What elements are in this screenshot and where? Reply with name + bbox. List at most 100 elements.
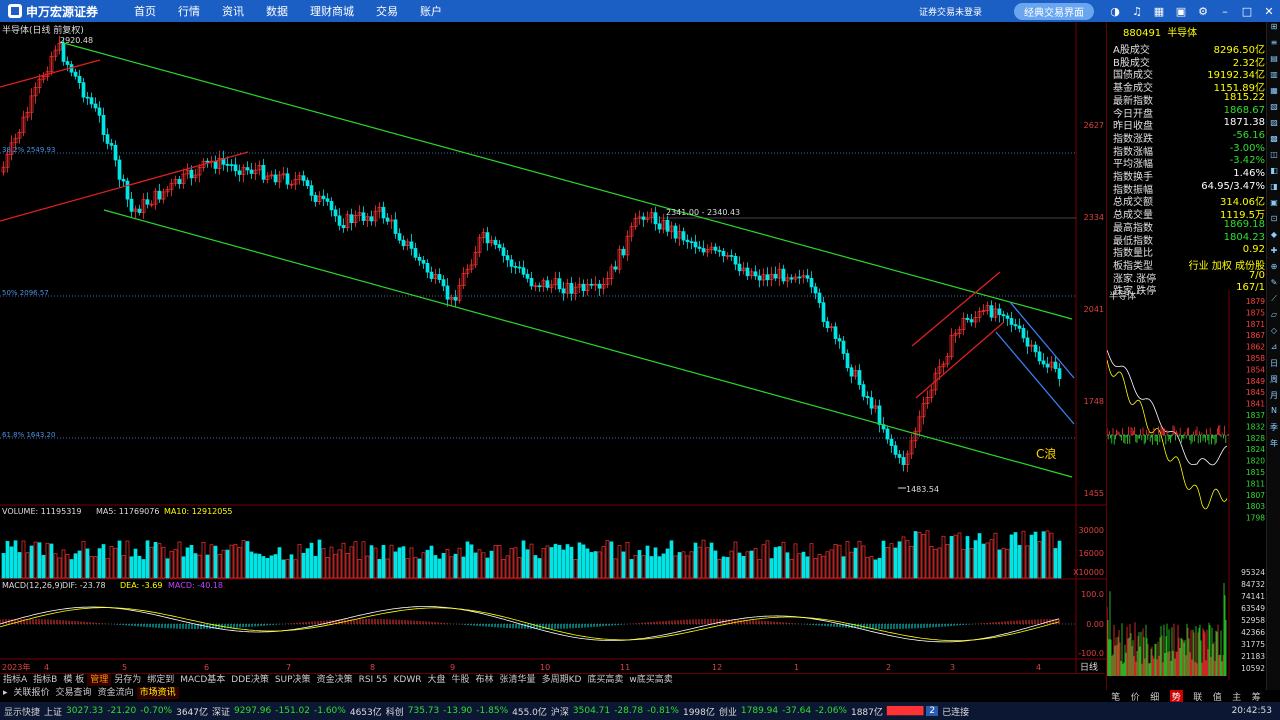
quote-tab[interactable]: 筹 [1251, 693, 1261, 703]
minimize-icon[interactable]: – [1222, 4, 1228, 18]
indicator-tab[interactable]: 牛股 [451, 675, 470, 685]
theme-icon[interactable]: ◑ [1110, 4, 1120, 18]
side-tool-icon[interactable]: ▨ [1270, 118, 1278, 127]
side-tool-icon[interactable]: ⊡ [1270, 214, 1278, 223]
side-tool-icon[interactable]: 年 [1270, 439, 1278, 448]
side-tool-icon[interactable]: ≡ [1270, 38, 1278, 47]
quote-tab[interactable]: 联 [1193, 693, 1203, 703]
maximize-icon[interactable]: □ [1241, 4, 1253, 18]
indicator-tab[interactable]: 绑定到 [147, 675, 175, 685]
classic-trade-button[interactable]: 经典交易界面 [1014, 2, 1094, 20]
indicator-tab[interactable]: w底买高卖 [629, 675, 673, 685]
quote-tab[interactable]: 细 [1150, 693, 1160, 703]
side-tool-icon[interactable]: ▥ [1270, 70, 1278, 79]
nav-quotes[interactable]: 行情 [178, 5, 200, 18]
gear-icon[interactable]: ⚙ [1198, 4, 1208, 18]
volume-bar [701, 539, 706, 579]
side-tool-icon[interactable]: ▩ [1270, 134, 1278, 143]
side-tool-icon[interactable]: 月 [1270, 391, 1278, 400]
volume-bar [133, 548, 138, 579]
candle [441, 279, 446, 287]
nav-wealth-mall[interactable]: 理财商城 [310, 5, 354, 18]
side-tool-icon[interactable]: ◆ [1270, 230, 1278, 239]
side-tool-icon[interactable]: N [1271, 406, 1277, 415]
indicator-tab[interactable]: 大盘 [427, 675, 446, 685]
side-tool-icon[interactable]: ▧ [1270, 102, 1278, 111]
nav-trade[interactable]: 交易 [376, 5, 398, 18]
indicator-tab[interactable]: 管理 [87, 674, 112, 686]
volume-bar [345, 553, 350, 579]
quote-tab[interactable]: 势 [1169, 690, 1183, 703]
indicator-tab[interactable]: 布林 [475, 675, 494, 685]
grid-icon[interactable]: ▦ [1153, 4, 1165, 18]
side-tool-icon[interactable]: ▦ [1270, 86, 1278, 95]
side-tool-icon[interactable]: ⊕ [1270, 262, 1278, 271]
side-tool-icon[interactable]: 周 [1270, 375, 1278, 384]
info-tab[interactable]: 关联报价 [13, 688, 50, 698]
candle [25, 111, 30, 118]
indicator-tab[interactable]: 指标A [3, 675, 28, 685]
window-icon[interactable]: ▣ [1175, 4, 1187, 18]
nav-account[interactable]: 账户 [420, 5, 442, 18]
side-tool-icon[interactable]: ◨ [1270, 182, 1278, 191]
candle [189, 169, 194, 179]
candle [861, 384, 866, 397]
quote-tab[interactable]: 笔 [1111, 693, 1121, 703]
side-tool-icon[interactable]: ✎ [1270, 278, 1278, 287]
side-tool-icon[interactable]: 日 [1270, 359, 1278, 368]
quote-row: B股成交 2.32亿 [1113, 57, 1265, 69]
headset-icon[interactable]: ♫ [1132, 4, 1142, 18]
candle [213, 160, 218, 169]
indicator-tab[interactable]: RSI 55 [358, 675, 388, 685]
close-icon[interactable]: ✕ [1264, 4, 1274, 18]
quote-tab[interactable]: 价 [1130, 693, 1140, 703]
side-tool-icon[interactable]: 季 [1270, 423, 1278, 432]
indicator-tab[interactable]: 张清华量 [499, 675, 536, 685]
side-tool-icon[interactable]: ◫ [1270, 150, 1278, 159]
indicator-tab[interactable]: 指标B [33, 675, 58, 685]
indicator-tab[interactable]: DDE决策 [231, 675, 269, 685]
intraday-vol-label: 21183 [1241, 652, 1265, 661]
quick-display-button[interactable]: 显示快捷 [4, 707, 41, 718]
info-tab[interactable]: 交易查询 [55, 688, 92, 698]
nav-home[interactable]: 首页 [134, 5, 156, 18]
info-tab[interactable]: 资金流向 [97, 688, 134, 698]
volume-bar [801, 551, 806, 579]
indicator-tab[interactable]: MACD基本 [180, 675, 226, 685]
quote-tab[interactable]: 主 [1232, 693, 1242, 703]
nav-data[interactable]: 数据 [266, 5, 288, 18]
candle [333, 209, 338, 217]
indicator-tab[interactable]: KDWR [393, 675, 422, 685]
volume-bar [473, 552, 478, 579]
side-tool-icon[interactable]: ◇ [1270, 326, 1278, 335]
side-tool-icon[interactable]: ✚ [1270, 246, 1278, 255]
side-tool-icon[interactable]: ◧ [1270, 166, 1278, 175]
fib-label: 61.8% 1643.20 [2, 431, 55, 439]
trade-login-status[interactable]: 证券交易未登录 [918, 7, 982, 18]
indicator-tab[interactable]: 多周期KD [541, 675, 582, 685]
indicator-tab[interactable]: 底买高卖 [587, 675, 624, 685]
info-tab[interactable]: 市场资讯 [136, 687, 179, 699]
quote-row: 指数涨跌 -56.16 [1113, 129, 1265, 145]
indicator-tab[interactable]: 模 板 [63, 675, 85, 685]
quote-row: 总成交额 314.06亿 [1113, 197, 1265, 209]
volume-bar [609, 541, 614, 579]
nav-news[interactable]: 资讯 [222, 5, 244, 18]
quote-tab[interactable]: 值 [1212, 693, 1222, 703]
intraday-chart[interactable]: 半导体 1879 1875 1871 1867 1862 1858 1854 1849 1845 1… [1107, 290, 1267, 680]
fib-label: 38.2% 2549.93 [2, 146, 55, 154]
expand-icon[interactable]: ▸ [3, 688, 8, 698]
candle [517, 266, 522, 269]
volume-bar [913, 531, 918, 579]
side-tool-icon[interactable]: ⟋ [1271, 294, 1277, 303]
side-tool-icon[interactable]: ⊿ [1270, 342, 1278, 351]
indicator-tab[interactable]: SUP决策 [274, 675, 311, 685]
side-tool-icon[interactable]: ▤ [1270, 54, 1278, 63]
side-tool-icon[interactable]: ▱ [1270, 310, 1278, 319]
side-tool-icon[interactable]: ▣ [1270, 198, 1278, 207]
side-tool-icon[interactable]: ⊞ [1270, 22, 1278, 31]
indicator-tab[interactable]: 资金决策 [316, 675, 353, 685]
candle [1013, 324, 1018, 327]
indicator-tab[interactable]: 另存为 [114, 675, 142, 685]
